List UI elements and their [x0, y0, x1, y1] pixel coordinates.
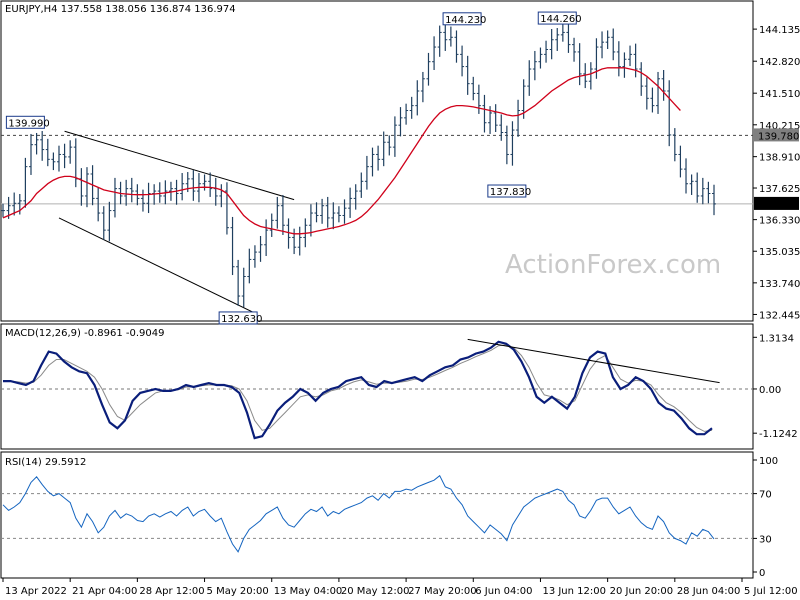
resistance-label-bg — [754, 128, 799, 142]
price-ytick-label: 142.820 — [759, 57, 800, 68]
macd-trendline — [467, 338, 720, 384]
price-callout-label: 132.630 — [221, 314, 262, 325]
price-callout-box — [5, 115, 45, 129]
current-price-label: 136.974 — [758, 200, 799, 211]
rsi-ytick-label: 70 — [759, 490, 772, 501]
time-tick-label: 5 Jul 12:00 — [744, 586, 798, 597]
price-panel-frame — [0, 0, 754, 322]
price-ytick-label: 138.910 — [759, 153, 800, 164]
rsi-ytick-label: 30 — [759, 534, 772, 545]
rsi-ytick-label: 0 — [759, 568, 765, 579]
price-callout-label: 137.830 — [490, 187, 531, 198]
time-tick-label: 28 Jun 04:00 — [677, 586, 741, 597]
macd-panel-title: MACD(12,26,9) -0.8961 -0.9049 — [5, 328, 165, 339]
macd-line — [3, 340, 713, 440]
price-ytick-label: 133.740 — [759, 279, 800, 290]
price-callout-box — [442, 12, 482, 26]
time-tick-label: 13 May 04:00 — [274, 586, 343, 597]
resistance-label: 139.780 — [758, 131, 799, 142]
rsi-ytick-label: 100 — [759, 456, 778, 467]
rsi-series-group: 100 70 30 0 — [1, 456, 778, 579]
macd-series-group: 1.3134 0.00 -1.1242 — [1, 333, 798, 440]
price-ytick-label: 132.445 — [759, 310, 800, 321]
price-ytick-label: 136.330 — [759, 216, 800, 227]
price-callout-box — [218, 311, 258, 325]
rsi-panel-frame — [0, 451, 754, 579]
moving-average-line — [2, 67, 681, 235]
time-tick-label: 13 Jun 12:00 — [542, 586, 606, 597]
time-tick-label: 6 Jun 04:00 — [475, 586, 532, 597]
time-tick-label: 28 Apr 12:00 — [139, 586, 204, 597]
channel-trendline — [64, 130, 295, 201]
channel-trendline — [58, 217, 256, 314]
time-tick-label: 21 Apr 04:00 — [72, 586, 137, 597]
time-tick-label: 20 May 12:00 — [341, 586, 410, 597]
price-panel-title: EURJPY,H4 137.558 138.056 136.874 136.97… — [5, 4, 236, 15]
price-ytick-label: 144.135 — [759, 25, 800, 36]
watermark: ActionForex.com — [505, 250, 721, 280]
price-ytick-label: 137.625 — [759, 184, 800, 195]
current-price-label-bg — [754, 196, 799, 210]
macd-signal-line — [3, 344, 713, 432]
time-tick-label: 5 May 20:00 — [207, 586, 269, 597]
price-series-group: 144.135 142.820 141.510 140.215 138.910 137.6… — [1, 11, 800, 325]
macd-panel-frame — [0, 323, 754, 450]
price-callout-label: 144.260 — [540, 14, 581, 25]
macd-ytick-label: 0.00 — [759, 385, 781, 396]
price-callout-box — [487, 184, 527, 198]
time-tick-label: 13 Apr 2022 — [5, 586, 67, 597]
macd-ytick-label: 1.3134 — [759, 333, 794, 344]
price-ytick-label: 140.215 — [759, 121, 800, 132]
price-callout-label: 144.230 — [445, 15, 486, 26]
rsi-panel-title: RSI(14) 29.5912 — [5, 457, 86, 468]
rsi-line — [2, 474, 715, 553]
price-callout-box — [537, 11, 577, 25]
price-callout-label: 139.990 — [8, 118, 49, 129]
time-tick-label: 20 Jun 20:00 — [610, 586, 674, 597]
price-ytick-label: 135.035 — [759, 247, 800, 258]
price-ytick-label: 141.510 — [759, 89, 800, 100]
time-tick-label: 27 May 20:00 — [408, 586, 477, 597]
time-axis: 13 Apr 2022 21 Apr 04:00 28 Apr 12:00 5 May… — [2, 578, 798, 597]
macd-ytick-label: -1.1242 — [759, 429, 798, 440]
